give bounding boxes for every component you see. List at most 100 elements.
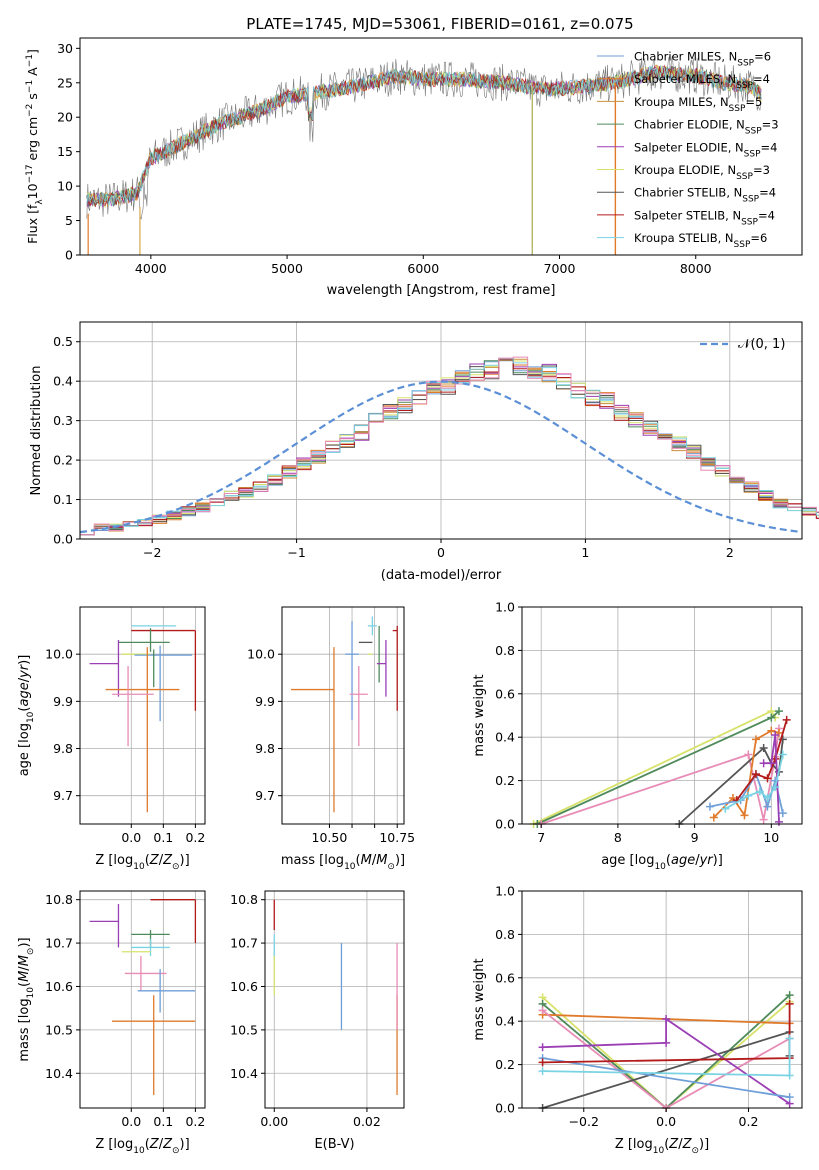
label-part: )] [699,1137,709,1152]
weight-marker [785,991,794,1000]
x-axis-label: Z [log10(Z/Z⊙)] [615,1137,709,1156]
y-tick-label: 15 [57,144,73,159]
x-axis-label: E(B-V) [314,1137,354,1152]
label-part: =4 [753,72,770,86]
label-part: Z [682,1137,693,1152]
weight-marker [751,770,760,779]
y-tick-label: 10.4 [45,1066,73,1081]
label-part: SSP [745,127,762,137]
label-part: =4 [761,140,778,154]
x-axis-label: mass [log10(M/M⊙)] [281,853,405,872]
label-part: SSP [737,59,754,69]
label-part: / [17,966,32,971]
label-part: M [17,971,32,982]
weight-marker [744,791,753,800]
weight-marker [778,809,787,818]
label-part: )] [180,1137,190,1152]
axes-frame [79,37,803,256]
x-tick-label: 6000 [407,261,439,276]
label-part: Chabrier MILES, N [634,50,737,64]
weight-marker [755,787,764,796]
weight-marker [759,815,768,824]
label-part: Salpeter ELODIE, N [634,140,744,154]
y-tick-label: 0.4 [495,1014,515,1029]
weight-marker [763,802,772,811]
y-tick-label: 1.0 [495,600,515,615]
x-axis-label: wavelength [Angstrom, rest frame] [327,283,556,298]
label-part: Z [162,1137,173,1152]
weight-marker [662,1038,671,1047]
y-tick-label: 0.2 [495,773,515,788]
weight-marker [774,707,783,716]
y-tick-label: 10 [57,179,73,194]
label-part: / [159,853,164,868]
model-spectrum-line [86,65,762,207]
label-part: age [17,682,32,706]
weight-marker [763,793,772,802]
legend-entry: Chabrier MILES, NSSP=6 [634,50,771,69]
y-tick-label: 0.0 [495,817,515,832]
label-part: SSP [742,195,759,205]
legend-entry: Salpeter STELIB, NSSP=4 [634,208,775,227]
label-part: Salpeter MILES, N [634,72,736,86]
x-tick-label: −2 [143,545,161,560]
label-part: 10 [26,987,36,999]
x-tick-label: 0.1 [153,830,173,845]
label-part: ⊙ [172,862,180,872]
y-axis-label: mass weight [472,674,487,756]
x-tick-label: 0.2 [185,1114,205,1129]
label-part: ( [664,1137,669,1152]
x-axis-label: Z [log10(Z/Z⊙)] [95,853,189,872]
label-part: Z [149,1137,160,1152]
y-tick-label: 0.1 [53,492,73,507]
label-part: Z [668,1137,679,1152]
label-part: age [log [601,853,654,868]
x-axis-label: Z [log10(Z/Z⊙)] [95,1137,189,1156]
weight-line [542,1057,790,1099]
x-tick-label: 10 [763,830,779,845]
label-part: =6 [754,50,771,64]
label-part: mass [log [17,998,32,1061]
y-tick-label: 9.7 [255,788,275,803]
label-part: Kroupa STELIB, N [634,231,734,245]
y-tick-label: 9.9 [53,694,73,709]
weight-line [709,771,784,814]
y-tick-label: 10.5 [230,1022,258,1037]
y-axis-label: mass [log10(M/M⊙)] [17,937,36,1061]
x-tick-label: 7 [537,830,545,845]
label-part: 10 [133,862,145,872]
label-part: ( [666,853,671,868]
weight-marker [759,744,768,753]
label-part: Chabrier ELODIE, N [634,118,745,132]
y-tick-label: 9.9 [255,694,275,709]
axes-frame [521,606,803,825]
y-tick-label: 0.0 [53,532,73,547]
label-part: yr [17,663,32,679]
y-tick-label: 1.0 [495,884,515,899]
y-tick-label: 0.2 [53,453,73,468]
label-part: / [695,853,700,868]
x-tick-label: 2 [726,545,734,560]
y-tick-label: 10.6 [45,979,73,994]
y-tick-label: 10.8 [230,892,258,907]
weight-marker [721,804,730,813]
y-tick-label: 0.6 [495,970,515,985]
label-part: A [25,67,40,80]
y-tick-label: 9.8 [53,741,73,756]
label-part: ( [17,707,32,712]
y-tick-label: 0.4 [53,374,73,389]
label-part: SSP [744,149,761,159]
weight-line [540,728,780,825]
label-part: SSP [729,104,746,114]
y-tick-label: 0.8 [495,927,515,942]
x-tick-label: −0.2 [569,1114,599,1129]
weight-marker [771,783,780,792]
label-part: / [17,677,32,682]
weight-marker [767,726,776,735]
residuals-panel: −2 −1 0 1 2 0.0 0.1 0.2 0.3 0.4 0.5 (data-model)/er… [29,321,819,583]
weight-marker [785,1093,794,1102]
weight-marker [538,1006,547,1015]
y-axis-label: Normed distribution [29,366,44,496]
y-tick-label: 0.6 [495,686,515,701]
x-tick-label: 0.0 [656,1114,676,1129]
